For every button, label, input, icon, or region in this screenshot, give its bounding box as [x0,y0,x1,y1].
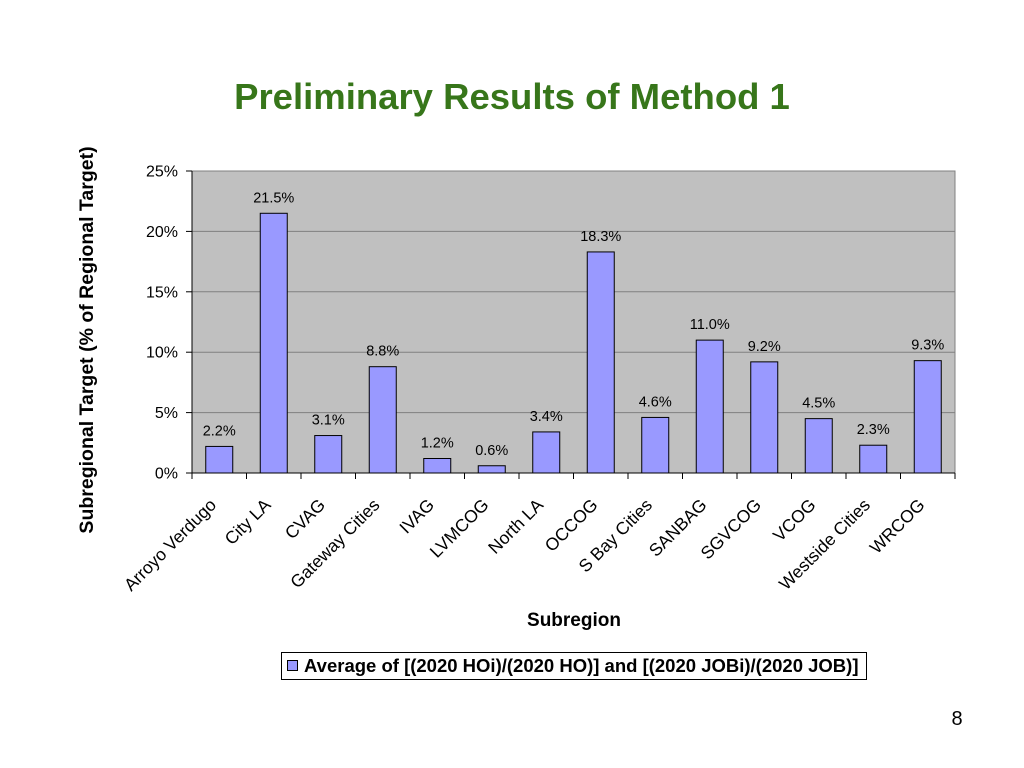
legend-label: Average of [(2020 HOi)/(2020 HO)] and [(… [304,655,859,676]
slide-title: Preliminary Results of Method 1 [234,76,790,117]
x-tick-label: North LA [484,494,547,557]
bar [477,465,506,474]
data-label: 0.6% [475,443,508,459]
data-label: 11.0% [690,317,730,333]
data-label: 4.6% [639,394,672,410]
y-tick-label: 25% [146,164,178,181]
y-tick-label: 10% [146,345,178,362]
data-label: 9.2% [748,339,781,355]
bar [750,361,779,474]
plot-layer: 0% 5% 10% 15% 20% 25% 2.2% 21.5% 3.1% 8.8% 1.2% 0.6… [120,164,956,595]
y-tick-label: 0% [155,466,178,483]
data-label: 18.3% [580,229,621,245]
x-axis-title: Subregion [527,610,621,631]
x-tick-label: CVAG [281,495,329,543]
x-tick-label: City LA [221,494,275,548]
page-number: 8 [951,708,963,730]
bar [804,418,833,474]
x-tick-label: IVAG [395,495,438,538]
bar [859,444,888,474]
bar [314,435,343,474]
bar [695,339,724,474]
legend: Average of [(2020 HOi)/(2020 HO)] and [(… [281,652,867,680]
bar [913,360,942,474]
x-tick-label: LVMCOG [426,495,493,562]
bar [423,458,452,474]
y-tick-label: 5% [155,405,178,422]
x-tick-label: SGVCOG [697,495,765,563]
x-tick-label: Arroyo Verdugo [120,495,220,595]
bar [259,212,288,474]
legend-box [281,652,867,680]
x-tick-label: WRCOG [866,495,929,558]
bar [532,431,561,474]
y-tick-label: 15% [146,284,178,301]
bar [586,251,615,474]
data-label: 1.2% [421,436,454,452]
bar [368,366,397,474]
plot-area [191,170,956,474]
data-label: 3.1% [312,413,345,429]
y-axis-title: Subregional Target (% of Regional Target… [76,146,98,533]
legend-swatch [287,660,298,671]
data-label: 21.5% [253,190,294,206]
y-tick-label: 20% [146,224,178,241]
data-label: 2.3% [857,422,890,438]
data-label: 2.2% [203,423,236,439]
bar [641,416,670,474]
data-label: 4.5% [802,396,835,412]
x-tick-label: VCOG [769,495,820,546]
data-label: 3.4% [530,409,563,425]
data-label: 8.8% [366,344,399,360]
bar [205,445,234,474]
data-label: 9.3% [911,338,944,354]
